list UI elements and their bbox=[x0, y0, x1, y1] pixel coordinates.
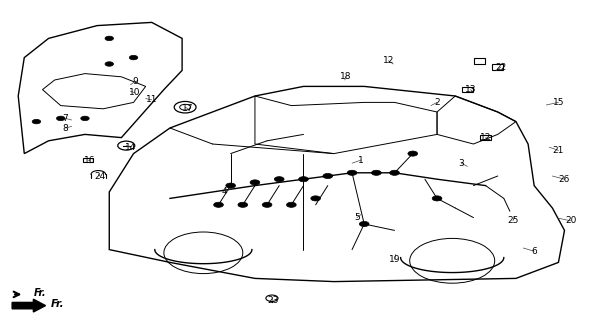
Circle shape bbox=[323, 173, 333, 179]
Text: 2: 2 bbox=[434, 98, 440, 107]
Text: 23: 23 bbox=[268, 296, 279, 305]
Text: 8: 8 bbox=[63, 124, 69, 132]
Circle shape bbox=[274, 177, 284, 182]
Text: 3: 3 bbox=[458, 159, 464, 168]
Text: 20: 20 bbox=[565, 216, 576, 225]
Polygon shape bbox=[12, 299, 46, 312]
Bar bbox=[474, 58, 485, 64]
Text: 21: 21 bbox=[553, 146, 564, 155]
Text: 10: 10 bbox=[129, 88, 140, 97]
Text: 11: 11 bbox=[146, 95, 157, 104]
Bar bbox=[83, 158, 92, 163]
Circle shape bbox=[32, 119, 41, 124]
Circle shape bbox=[311, 196, 320, 201]
Text: 13: 13 bbox=[465, 85, 476, 94]
Circle shape bbox=[359, 221, 369, 227]
Circle shape bbox=[238, 202, 248, 207]
Text: 22: 22 bbox=[495, 63, 506, 72]
Text: 19: 19 bbox=[389, 255, 400, 264]
Text: 7: 7 bbox=[63, 114, 69, 123]
Text: 12: 12 bbox=[383, 56, 394, 65]
Circle shape bbox=[129, 55, 138, 60]
Circle shape bbox=[371, 170, 381, 175]
Circle shape bbox=[250, 180, 260, 185]
Text: 6: 6 bbox=[531, 247, 537, 256]
Text: 14: 14 bbox=[125, 143, 136, 152]
Circle shape bbox=[408, 151, 418, 156]
Circle shape bbox=[432, 196, 442, 201]
Bar bbox=[480, 135, 491, 140]
Text: 4: 4 bbox=[222, 188, 228, 196]
Text: Fr.: Fr. bbox=[33, 288, 46, 298]
Text: 9: 9 bbox=[132, 77, 138, 86]
Text: 26: 26 bbox=[559, 175, 570, 184]
Text: 15: 15 bbox=[553, 98, 564, 107]
Bar bbox=[492, 64, 503, 70]
Text: 18: 18 bbox=[341, 72, 351, 81]
Circle shape bbox=[287, 202, 296, 207]
Text: 1: 1 bbox=[358, 156, 364, 164]
Text: 17: 17 bbox=[183, 104, 194, 113]
Circle shape bbox=[214, 202, 223, 207]
Text: 24: 24 bbox=[95, 172, 106, 180]
Bar bbox=[462, 87, 473, 92]
Text: 5: 5 bbox=[354, 213, 360, 222]
Circle shape bbox=[81, 116, 89, 121]
Circle shape bbox=[390, 170, 399, 175]
Circle shape bbox=[56, 116, 65, 121]
Text: 16: 16 bbox=[84, 156, 95, 164]
Circle shape bbox=[105, 36, 114, 41]
Text: Fr.: Fr. bbox=[50, 299, 64, 309]
Circle shape bbox=[347, 170, 357, 175]
Text: 25: 25 bbox=[507, 216, 518, 225]
Circle shape bbox=[299, 177, 308, 182]
Text: 12: 12 bbox=[480, 133, 491, 142]
Circle shape bbox=[105, 62, 114, 66]
Circle shape bbox=[262, 202, 272, 207]
Circle shape bbox=[226, 183, 236, 188]
